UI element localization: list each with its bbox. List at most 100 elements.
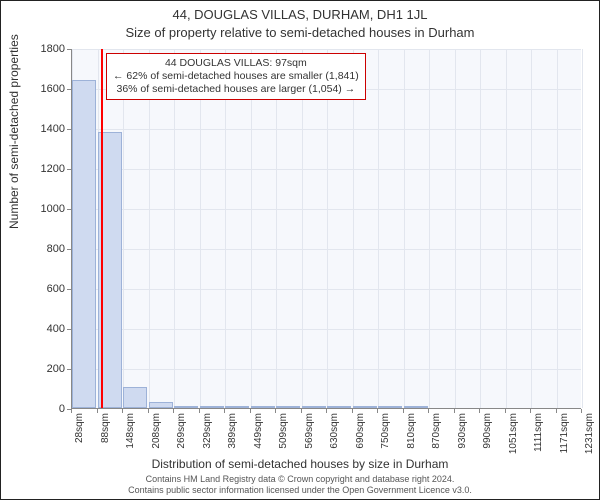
xtick-label: 569sqm xyxy=(304,413,315,463)
xtick-mark xyxy=(224,409,225,413)
xtick-label: 88sqm xyxy=(100,413,111,463)
gridline-h xyxy=(72,169,581,170)
gridline-v xyxy=(225,49,226,408)
xtick-mark xyxy=(556,409,557,413)
gridline-v xyxy=(327,49,328,408)
gridline-v xyxy=(378,49,379,408)
gridline-v xyxy=(123,49,124,408)
ytick-mark xyxy=(67,329,71,330)
xtick-mark xyxy=(97,409,98,413)
xtick-mark xyxy=(428,409,429,413)
gridline-v xyxy=(480,49,481,408)
xtick-label: 870sqm xyxy=(431,413,442,463)
xtick-label: 630sqm xyxy=(329,413,340,463)
annotation-line2: ← 62% of semi-detached houses are smalle… xyxy=(113,70,359,83)
annotation-line3: 36% of semi-detached houses are larger (… xyxy=(113,83,359,96)
annotation-line1: 44 DOUGLAS VILLAS: 97sqm xyxy=(113,57,359,70)
histogram-bar xyxy=(200,406,224,408)
xtick-label: 148sqm xyxy=(125,413,136,463)
xtick-mark xyxy=(505,409,506,413)
chart-title-desc: Size of property relative to semi-detach… xyxy=(1,25,599,40)
xtick-label: 990sqm xyxy=(482,413,493,463)
xtick-mark xyxy=(530,409,531,413)
xtick-label: 208sqm xyxy=(151,413,162,463)
ytick-label: 1400 xyxy=(25,123,65,135)
xtick-mark xyxy=(377,409,378,413)
xtick-mark xyxy=(275,409,276,413)
histogram-bar xyxy=(149,402,173,408)
xtick-label: 810sqm xyxy=(406,413,417,463)
xtick-mark xyxy=(581,409,582,413)
ytick-mark xyxy=(67,89,71,90)
xtick-mark xyxy=(352,409,353,413)
ytick-label: 200 xyxy=(25,363,65,375)
histogram-bar xyxy=(353,406,377,408)
gridline-v xyxy=(276,49,277,408)
xtick-label: 750sqm xyxy=(380,413,391,463)
plot-area: 44 DOUGLAS VILLAS: 97sqm ← 62% of semi-d… xyxy=(71,49,581,409)
xtick-mark xyxy=(326,409,327,413)
gridline-v xyxy=(353,49,354,408)
xtick-mark xyxy=(122,409,123,413)
xtick-label: 1231sqm xyxy=(584,413,595,463)
xtick-label: 690sqm xyxy=(355,413,366,463)
gridline-h xyxy=(72,249,581,250)
annotation-box: 44 DOUGLAS VILLAS: 97sqm ← 62% of semi-d… xyxy=(106,53,366,100)
xtick-mark xyxy=(403,409,404,413)
xtick-label: 1051sqm xyxy=(508,413,519,463)
ytick-label: 600 xyxy=(25,283,65,295)
xtick-label: 930sqm xyxy=(457,413,468,463)
ytick-mark xyxy=(67,49,71,50)
histogram-bar xyxy=(378,406,402,408)
gridline-v xyxy=(200,49,201,408)
xtick-mark xyxy=(71,409,72,413)
ytick-mark xyxy=(67,249,71,250)
xtick-label: 509sqm xyxy=(278,413,289,463)
ytick-label: 1600 xyxy=(25,83,65,95)
histogram-bar xyxy=(225,406,249,408)
xtick-mark xyxy=(250,409,251,413)
xtick-label: 1111sqm xyxy=(533,413,544,463)
gridline-v xyxy=(506,49,507,408)
ytick-label: 1200 xyxy=(25,163,65,175)
ytick-label: 400 xyxy=(25,323,65,335)
ytick-label: 1000 xyxy=(25,203,65,215)
histogram-bar xyxy=(327,406,351,408)
ytick-mark xyxy=(67,209,71,210)
footer-line1: Contains HM Land Registry data © Crown c… xyxy=(1,474,599,485)
gridline-v xyxy=(557,49,558,408)
xtick-mark xyxy=(301,409,302,413)
xtick-mark xyxy=(173,409,174,413)
gridline-h xyxy=(72,129,581,130)
histogram-bar xyxy=(251,406,275,408)
ytick-mark xyxy=(67,169,71,170)
ytick-mark xyxy=(67,369,71,370)
ytick-mark xyxy=(67,289,71,290)
gridline-v xyxy=(251,49,252,408)
xtick-label: 28sqm xyxy=(74,413,85,463)
xtick-label: 389sqm xyxy=(227,413,238,463)
gridline-v xyxy=(149,49,150,408)
xtick-label: 329sqm xyxy=(202,413,213,463)
gridline-h xyxy=(72,289,581,290)
footer-attribution: Contains HM Land Registry data © Crown c… xyxy=(1,474,599,496)
gridline-h xyxy=(72,329,581,330)
property-marker-line xyxy=(101,49,103,408)
xtick-label: 1171sqm xyxy=(559,413,570,463)
xtick-label: 449sqm xyxy=(253,413,264,463)
gridline-v xyxy=(174,49,175,408)
histogram-bar xyxy=(404,406,428,408)
y-axis-label: Number of semi-detached properties xyxy=(7,34,21,229)
xtick-mark xyxy=(148,409,149,413)
histogram-bar xyxy=(302,406,326,408)
xtick-mark xyxy=(479,409,480,413)
histogram-bar xyxy=(72,80,96,408)
gridline-h xyxy=(72,49,581,50)
xtick-mark xyxy=(454,409,455,413)
histogram-bar xyxy=(276,406,300,408)
gridline-v xyxy=(302,49,303,408)
ytick-label: 1800 xyxy=(25,43,65,55)
chart-container: 44, DOUGLAS VILLAS, DURHAM, DH1 1JL Size… xyxy=(0,0,600,500)
gridline-v xyxy=(404,49,405,408)
histogram-bar xyxy=(123,387,147,408)
